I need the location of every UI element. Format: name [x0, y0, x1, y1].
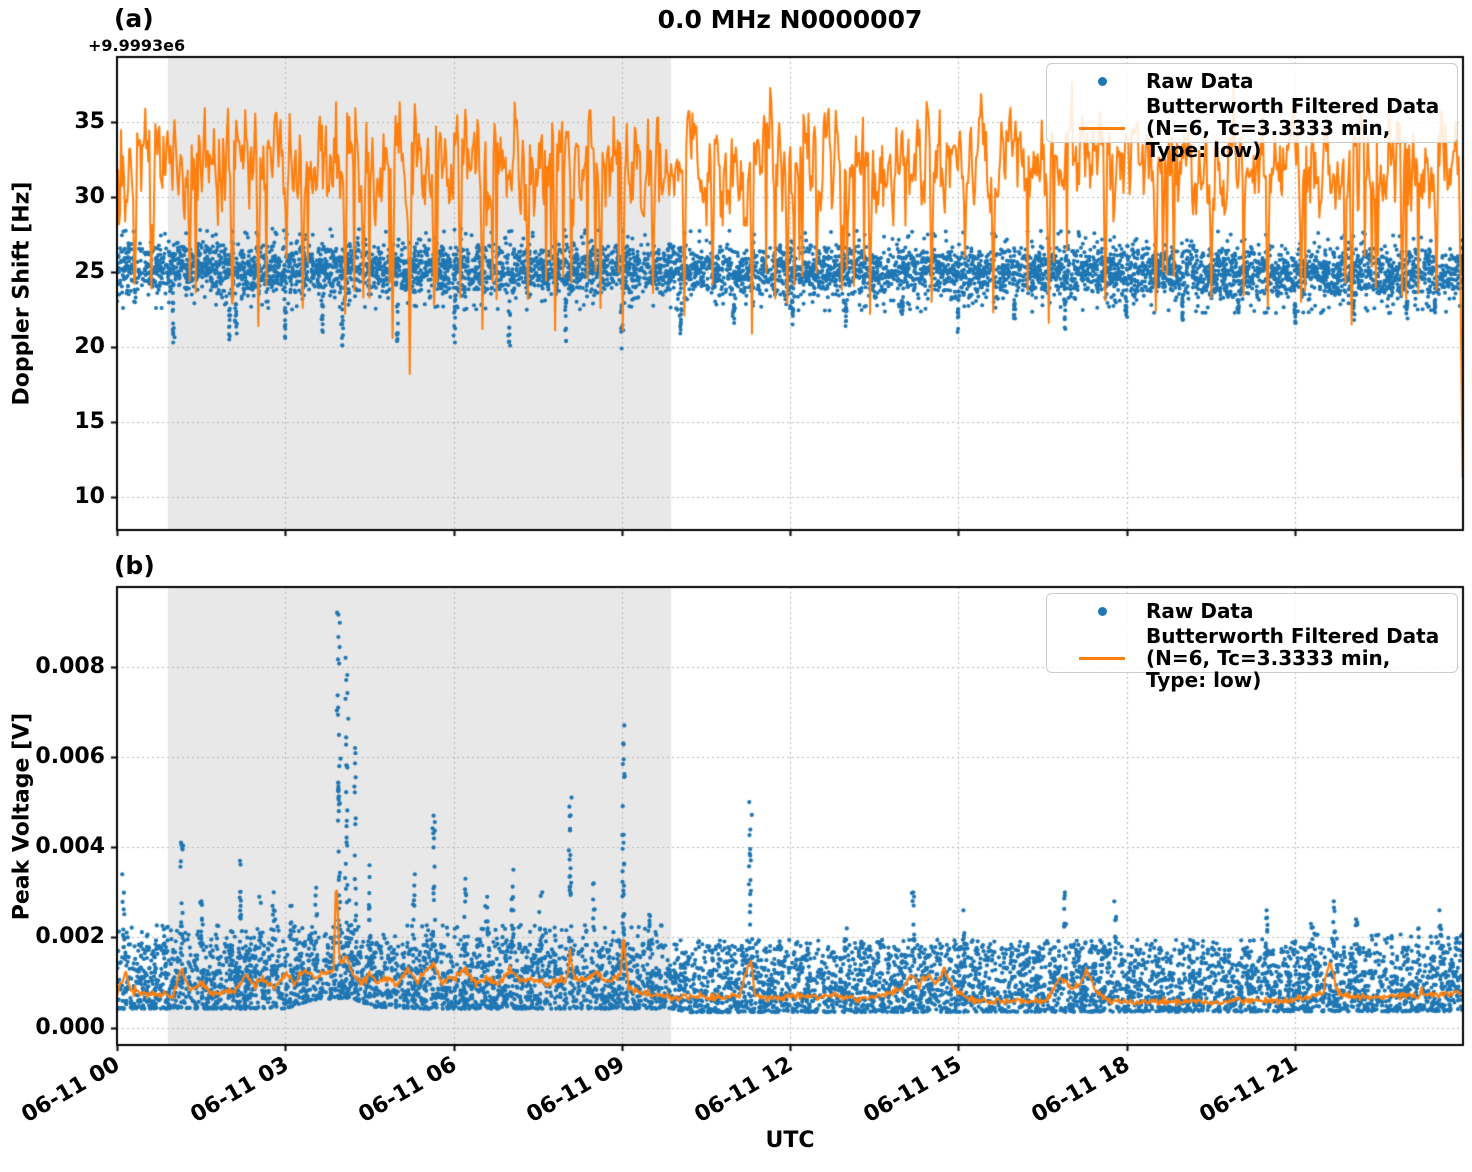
y-tick-label: 0.004: [35, 834, 105, 860]
filtered-line-icon: [1079, 656, 1125, 660]
y-tick-label: 30: [74, 184, 105, 209]
y-tick-label: 15: [74, 409, 105, 434]
chart-title: 0.0 MHz N0000007: [657, 5, 923, 34]
y-tick-label: 35: [74, 109, 105, 134]
legend-filtered-line1: Butterworth Filtered Data: [1146, 94, 1440, 118]
legend-filtered-line1: Butterworth Filtered Data: [1146, 624, 1440, 648]
raw-data-marker-icon: [1079, 76, 1125, 86]
legend-filtered-label: Butterworth Filtered Data (N=6, Tc=3.333…: [1146, 95, 1457, 161]
legend-a: Raw Data Butterworth Filtered Data (N=6,…: [1046, 63, 1458, 161]
legend-filtered-label: Butterworth Filtered Data (N=6, Tc=3.333…: [1146, 625, 1457, 691]
raw-dot-icon: [1097, 76, 1107, 86]
y-tick-label: 0.000: [35, 1014, 105, 1040]
y-axis-offset-text: +9.9993e6: [88, 36, 186, 55]
y-tick-label: 10: [74, 484, 105, 509]
y-tick-label: 25: [74, 259, 105, 284]
legend-b: Raw Data Butterworth Filtered Data (N=6,…: [1046, 593, 1458, 691]
legend-item-raw: Raw Data: [1079, 70, 1457, 92]
y-tick-label: 0.002: [35, 924, 105, 950]
legend-filtered-line2: (N=6, Tc=3.3333 min, Type: low): [1146, 646, 1391, 692]
y-tick-label: 20: [74, 334, 105, 359]
legend-filtered-line2: (N=6, Tc=3.3333 min, Type: low): [1146, 116, 1391, 162]
filtered-line-icon: [1079, 126, 1125, 130]
x-axis-label: UTC: [765, 1128, 815, 1153]
y-tick-label: 0.006: [35, 744, 105, 769]
raw-data-marker-icon: [1079, 606, 1125, 616]
legend-item-raw: Raw Data: [1079, 600, 1457, 622]
panel-b-label: (b): [114, 551, 155, 580]
legend-raw-label: Raw Data: [1146, 599, 1254, 623]
y-tick-label: 0.008: [35, 653, 105, 679]
legend-raw-label: Raw Data: [1146, 69, 1254, 93]
filtered-line-marker-icon: [1079, 656, 1125, 660]
legend-item-filtered: Butterworth Filtered Data (N=6, Tc=3.333…: [1079, 625, 1457, 691]
filtered-line-marker-icon: [1079, 126, 1125, 130]
panel-a-label: (a): [114, 4, 154, 33]
legend-item-filtered: Butterworth Filtered Data (N=6, Tc=3.333…: [1079, 95, 1457, 161]
raw-dot-icon: [1097, 606, 1107, 616]
